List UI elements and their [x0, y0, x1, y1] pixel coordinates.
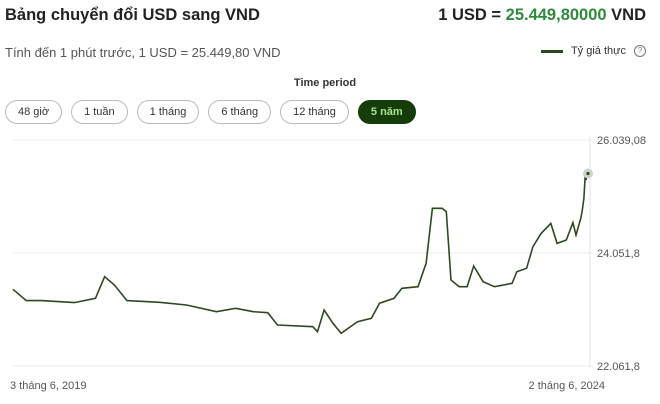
last-point-dot [586, 171, 590, 176]
x-label-end: 2 tháng 6, 2024 [529, 380, 605, 392]
period-6-months-button[interactable]: 6 tháng [208, 100, 272, 124]
question-circle-icon[interactable]: ? [634, 45, 646, 57]
legend-label: Tỷ giá thực [570, 45, 626, 57]
rate-value: 25.449,80000 [505, 6, 607, 24]
chart-legend: Tỷ giá thực ? [540, 45, 646, 57]
time-period-label: Time period [293, 77, 357, 89]
rate-subtitle: Tính đến 1 phút trước, 1 USD = 25.449,80… [5, 45, 281, 60]
period-48h-button[interactable]: 48 giờ [5, 100, 63, 124]
rate-prefix: 1 USD = [438, 6, 506, 24]
time-period-buttons: 48 giờ 1 tuần 1 tháng 6 tháng 12 tháng 5… [5, 100, 416, 124]
x-label-start: 3 tháng 6, 2019 [10, 380, 86, 392]
y-tick-label: 24.051,8 [597, 248, 640, 260]
legend-swatch [540, 49, 563, 53]
y-tick-label: 22.061,8 [597, 361, 640, 373]
y-tick-label: 26.039,08 [597, 135, 646, 147]
series-line [12, 172, 589, 335]
page-title: Bảng chuyển đổi USD sang VND [5, 6, 260, 24]
period-1-month-button[interactable]: 1 tháng [136, 100, 200, 124]
period-12-months-button[interactable]: 12 tháng [280, 100, 349, 124]
current-rate: 1 USD = 25.449,80000 VND [438, 6, 646, 25]
period-5-years-button[interactable]: 5 năm [357, 100, 416, 124]
rate-suffix: VND [606, 6, 646, 24]
period-1-week-button[interactable]: 1 tuần [71, 100, 128, 124]
